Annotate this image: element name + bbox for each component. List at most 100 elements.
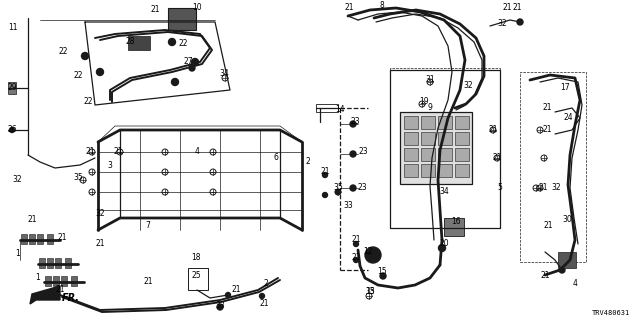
Text: 21: 21 (540, 271, 550, 281)
Circle shape (97, 68, 104, 76)
Bar (455, 116, 469, 129)
Text: 21: 21 (150, 5, 160, 14)
Circle shape (369, 251, 377, 259)
Bar (455, 132, 469, 145)
Text: 16: 16 (451, 218, 461, 227)
Bar (55, 258, 61, 268)
Text: 4: 4 (573, 279, 577, 289)
Text: 11: 11 (8, 23, 18, 33)
Text: 27: 27 (183, 58, 193, 67)
Bar (421, 164, 435, 177)
Circle shape (365, 247, 381, 263)
Text: 21: 21 (113, 148, 123, 156)
Text: 35: 35 (365, 287, 375, 297)
Bar (39, 258, 45, 268)
Text: 21: 21 (542, 125, 552, 134)
Text: 20: 20 (439, 239, 449, 249)
Text: 21: 21 (492, 154, 502, 163)
Text: 21: 21 (85, 148, 95, 156)
Circle shape (323, 172, 328, 178)
Bar (53, 276, 59, 286)
Bar (61, 276, 67, 286)
Text: 21: 21 (259, 300, 269, 308)
Circle shape (259, 293, 264, 299)
Bar (438, 164, 452, 177)
Bar (455, 148, 469, 161)
Text: FR.: FR. (62, 293, 80, 303)
Text: 29: 29 (7, 84, 17, 92)
Bar (390, 68, 500, 228)
Bar (404, 164, 418, 177)
Circle shape (225, 292, 230, 298)
Bar (128, 36, 150, 50)
Circle shape (217, 304, 223, 310)
Text: 1: 1 (36, 274, 40, 283)
Text: 35: 35 (73, 173, 83, 182)
Text: 21: 21 (502, 4, 512, 12)
Text: 32: 32 (95, 210, 105, 219)
Bar (404, 116, 418, 129)
Bar (438, 116, 452, 129)
Circle shape (353, 242, 358, 246)
Text: 26: 26 (7, 125, 17, 134)
Bar (21, 234, 27, 244)
Text: 2: 2 (306, 157, 310, 166)
Bar (421, 148, 435, 161)
Text: 21: 21 (55, 285, 65, 294)
Bar (45, 276, 51, 286)
Text: 25: 25 (191, 271, 201, 281)
Text: 2: 2 (264, 279, 268, 289)
Circle shape (191, 59, 198, 66)
Text: 17: 17 (560, 84, 570, 92)
Text: 31: 31 (425, 76, 435, 84)
Text: 32: 32 (463, 82, 473, 91)
Circle shape (350, 185, 356, 191)
Text: 12: 12 (364, 247, 372, 257)
Text: 32: 32 (551, 183, 561, 193)
Circle shape (350, 151, 356, 157)
Bar (71, 276, 77, 286)
Text: 15: 15 (377, 268, 387, 276)
Bar (421, 116, 435, 129)
Text: 21: 21 (542, 103, 552, 113)
Text: 21: 21 (538, 183, 548, 193)
Text: 13: 13 (365, 286, 375, 295)
Text: 5: 5 (497, 183, 502, 193)
Circle shape (559, 267, 565, 273)
Bar (37, 234, 43, 244)
Bar (29, 234, 35, 244)
Bar (8, 82, 16, 94)
Bar (455, 164, 469, 177)
Circle shape (350, 121, 356, 127)
Text: 33: 33 (215, 300, 225, 309)
Text: 21: 21 (95, 239, 105, 249)
Text: 28: 28 (125, 37, 135, 46)
Bar (404, 148, 418, 161)
Bar (47, 258, 53, 268)
Text: 35: 35 (333, 183, 343, 193)
Text: 9: 9 (428, 103, 433, 113)
Circle shape (323, 193, 328, 197)
Text: TRV480631: TRV480631 (592, 310, 630, 316)
Text: 21: 21 (28, 215, 36, 225)
Circle shape (335, 189, 340, 195)
Circle shape (172, 78, 179, 85)
Bar (520, 72, 586, 262)
Text: 34: 34 (439, 188, 449, 196)
Polygon shape (30, 286, 60, 304)
Text: 21: 21 (231, 285, 241, 294)
Circle shape (438, 244, 445, 252)
Text: 24: 24 (563, 114, 573, 123)
Text: 32: 32 (12, 175, 22, 185)
Text: 30: 30 (562, 215, 572, 225)
Circle shape (168, 38, 175, 45)
Bar (404, 132, 418, 145)
Bar (444, 218, 464, 236)
Text: 21: 21 (543, 221, 553, 230)
Text: 10: 10 (192, 4, 202, 12)
Circle shape (517, 19, 523, 25)
Text: 21: 21 (57, 234, 67, 243)
Text: 14: 14 (335, 106, 345, 115)
Circle shape (81, 52, 88, 60)
Text: 34: 34 (219, 69, 229, 78)
